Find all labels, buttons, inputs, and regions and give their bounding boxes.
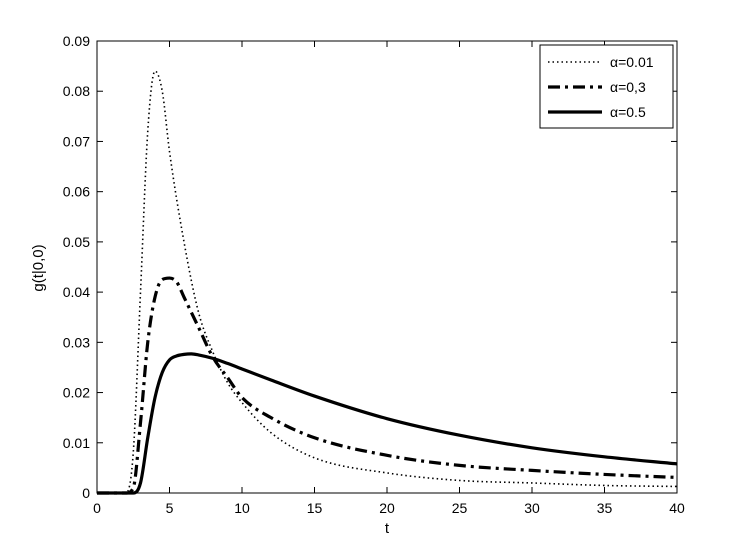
x-tick-label: 10 [234, 500, 250, 516]
x-tick-label: 40 [669, 500, 685, 516]
legend-items: α=0.01 α=0,3 α=0.5 [548, 54, 654, 120]
x-tick-label: 5 [166, 500, 174, 516]
x-axis-label: t [385, 520, 390, 537]
y-tick-label: 0.04 [63, 284, 90, 300]
series-line-3 [96, 352, 678, 495]
y-tick-label: 0.07 [63, 133, 90, 149]
axis-tick-labels: 0 5 10 15 20 25 30 35 40 0 0.01 0.02 0.03 0.04 0.05 0.0… [63, 33, 685, 516]
y-tick-label: 0.03 [63, 334, 90, 350]
series-line-2 [96, 276, 678, 495]
legend-label-1: α=0.01 [610, 54, 654, 70]
x-tick-label: 30 [524, 500, 540, 516]
x-tick-label: 25 [452, 500, 468, 516]
y-tick-label: 0.08 [63, 83, 90, 99]
legend-label-3: α=0.5 [610, 104, 646, 120]
y-tick-label: 0.02 [63, 385, 90, 401]
series-lines [96, 70, 678, 495]
y-tick-label: 0.05 [63, 234, 90, 250]
legend-label-2: α=0,3 [610, 79, 646, 95]
legend: α=0.01 α=0,3 α=0.5 [539, 44, 674, 129]
y-tick-label: 0.06 [63, 184, 90, 200]
y-tick-label: 0.09 [63, 33, 90, 49]
y-tick-label: 0 [82, 485, 90, 501]
y-tick-label: 0.01 [63, 435, 90, 451]
x-tick-label: 20 [379, 500, 395, 516]
x-tick-label: 15 [307, 500, 323, 516]
legend-box [539, 44, 674, 129]
x-tick-label: 0 [93, 500, 101, 516]
y-axis-label: g(t|0,0) [30, 244, 47, 291]
x-tick-label: 35 [597, 500, 613, 516]
